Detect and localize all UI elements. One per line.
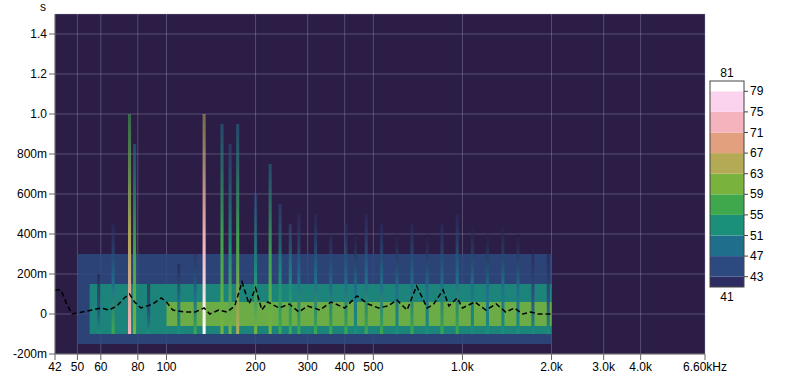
svg-text:75: 75 — [750, 105, 764, 119]
svg-text:400m: 400m — [17, 227, 47, 241]
svg-text:300: 300 — [298, 360, 318, 374]
svg-text:41: 41 — [720, 290, 734, 304]
svg-text:80: 80 — [131, 360, 145, 374]
svg-text:1.2: 1.2 — [30, 67, 47, 81]
svg-text:42: 42 — [48, 360, 62, 374]
svg-text:1.0: 1.0 — [30, 107, 47, 121]
svg-text:55: 55 — [750, 208, 764, 222]
svg-text:79: 79 — [750, 84, 764, 98]
svg-text:200m: 200m — [17, 267, 47, 281]
svg-text:50: 50 — [71, 360, 85, 374]
svg-text:0: 0 — [40, 307, 47, 321]
svg-text:800m: 800m — [17, 147, 47, 161]
svg-text:-200m: -200m — [13, 347, 47, 361]
svg-text:500: 500 — [363, 360, 383, 374]
svg-text:43: 43 — [750, 270, 764, 284]
svg-text:1.4: 1.4 — [30, 27, 47, 41]
svg-text:71: 71 — [750, 126, 764, 140]
svg-text:100: 100 — [156, 360, 176, 374]
svg-text:63: 63 — [750, 167, 764, 181]
svg-text:60: 60 — [94, 360, 108, 374]
svg-text:1.0k: 1.0k — [451, 360, 475, 374]
svg-text:4.0k: 4.0k — [629, 360, 653, 374]
svg-text:600m: 600m — [17, 187, 47, 201]
svg-text:6.60kHz: 6.60kHz — [683, 360, 727, 374]
svg-text:3.0k: 3.0k — [592, 360, 616, 374]
svg-text:400: 400 — [335, 360, 355, 374]
svg-text:47: 47 — [750, 249, 764, 263]
svg-text:59: 59 — [750, 187, 764, 201]
svg-text:67: 67 — [750, 146, 764, 160]
svg-text:2.0k: 2.0k — [540, 360, 564, 374]
svg-text:200: 200 — [246, 360, 266, 374]
svg-text:81: 81 — [720, 66, 734, 80]
html-text:s: s — [40, 0, 46, 14]
svg-text:51: 51 — [750, 229, 764, 243]
